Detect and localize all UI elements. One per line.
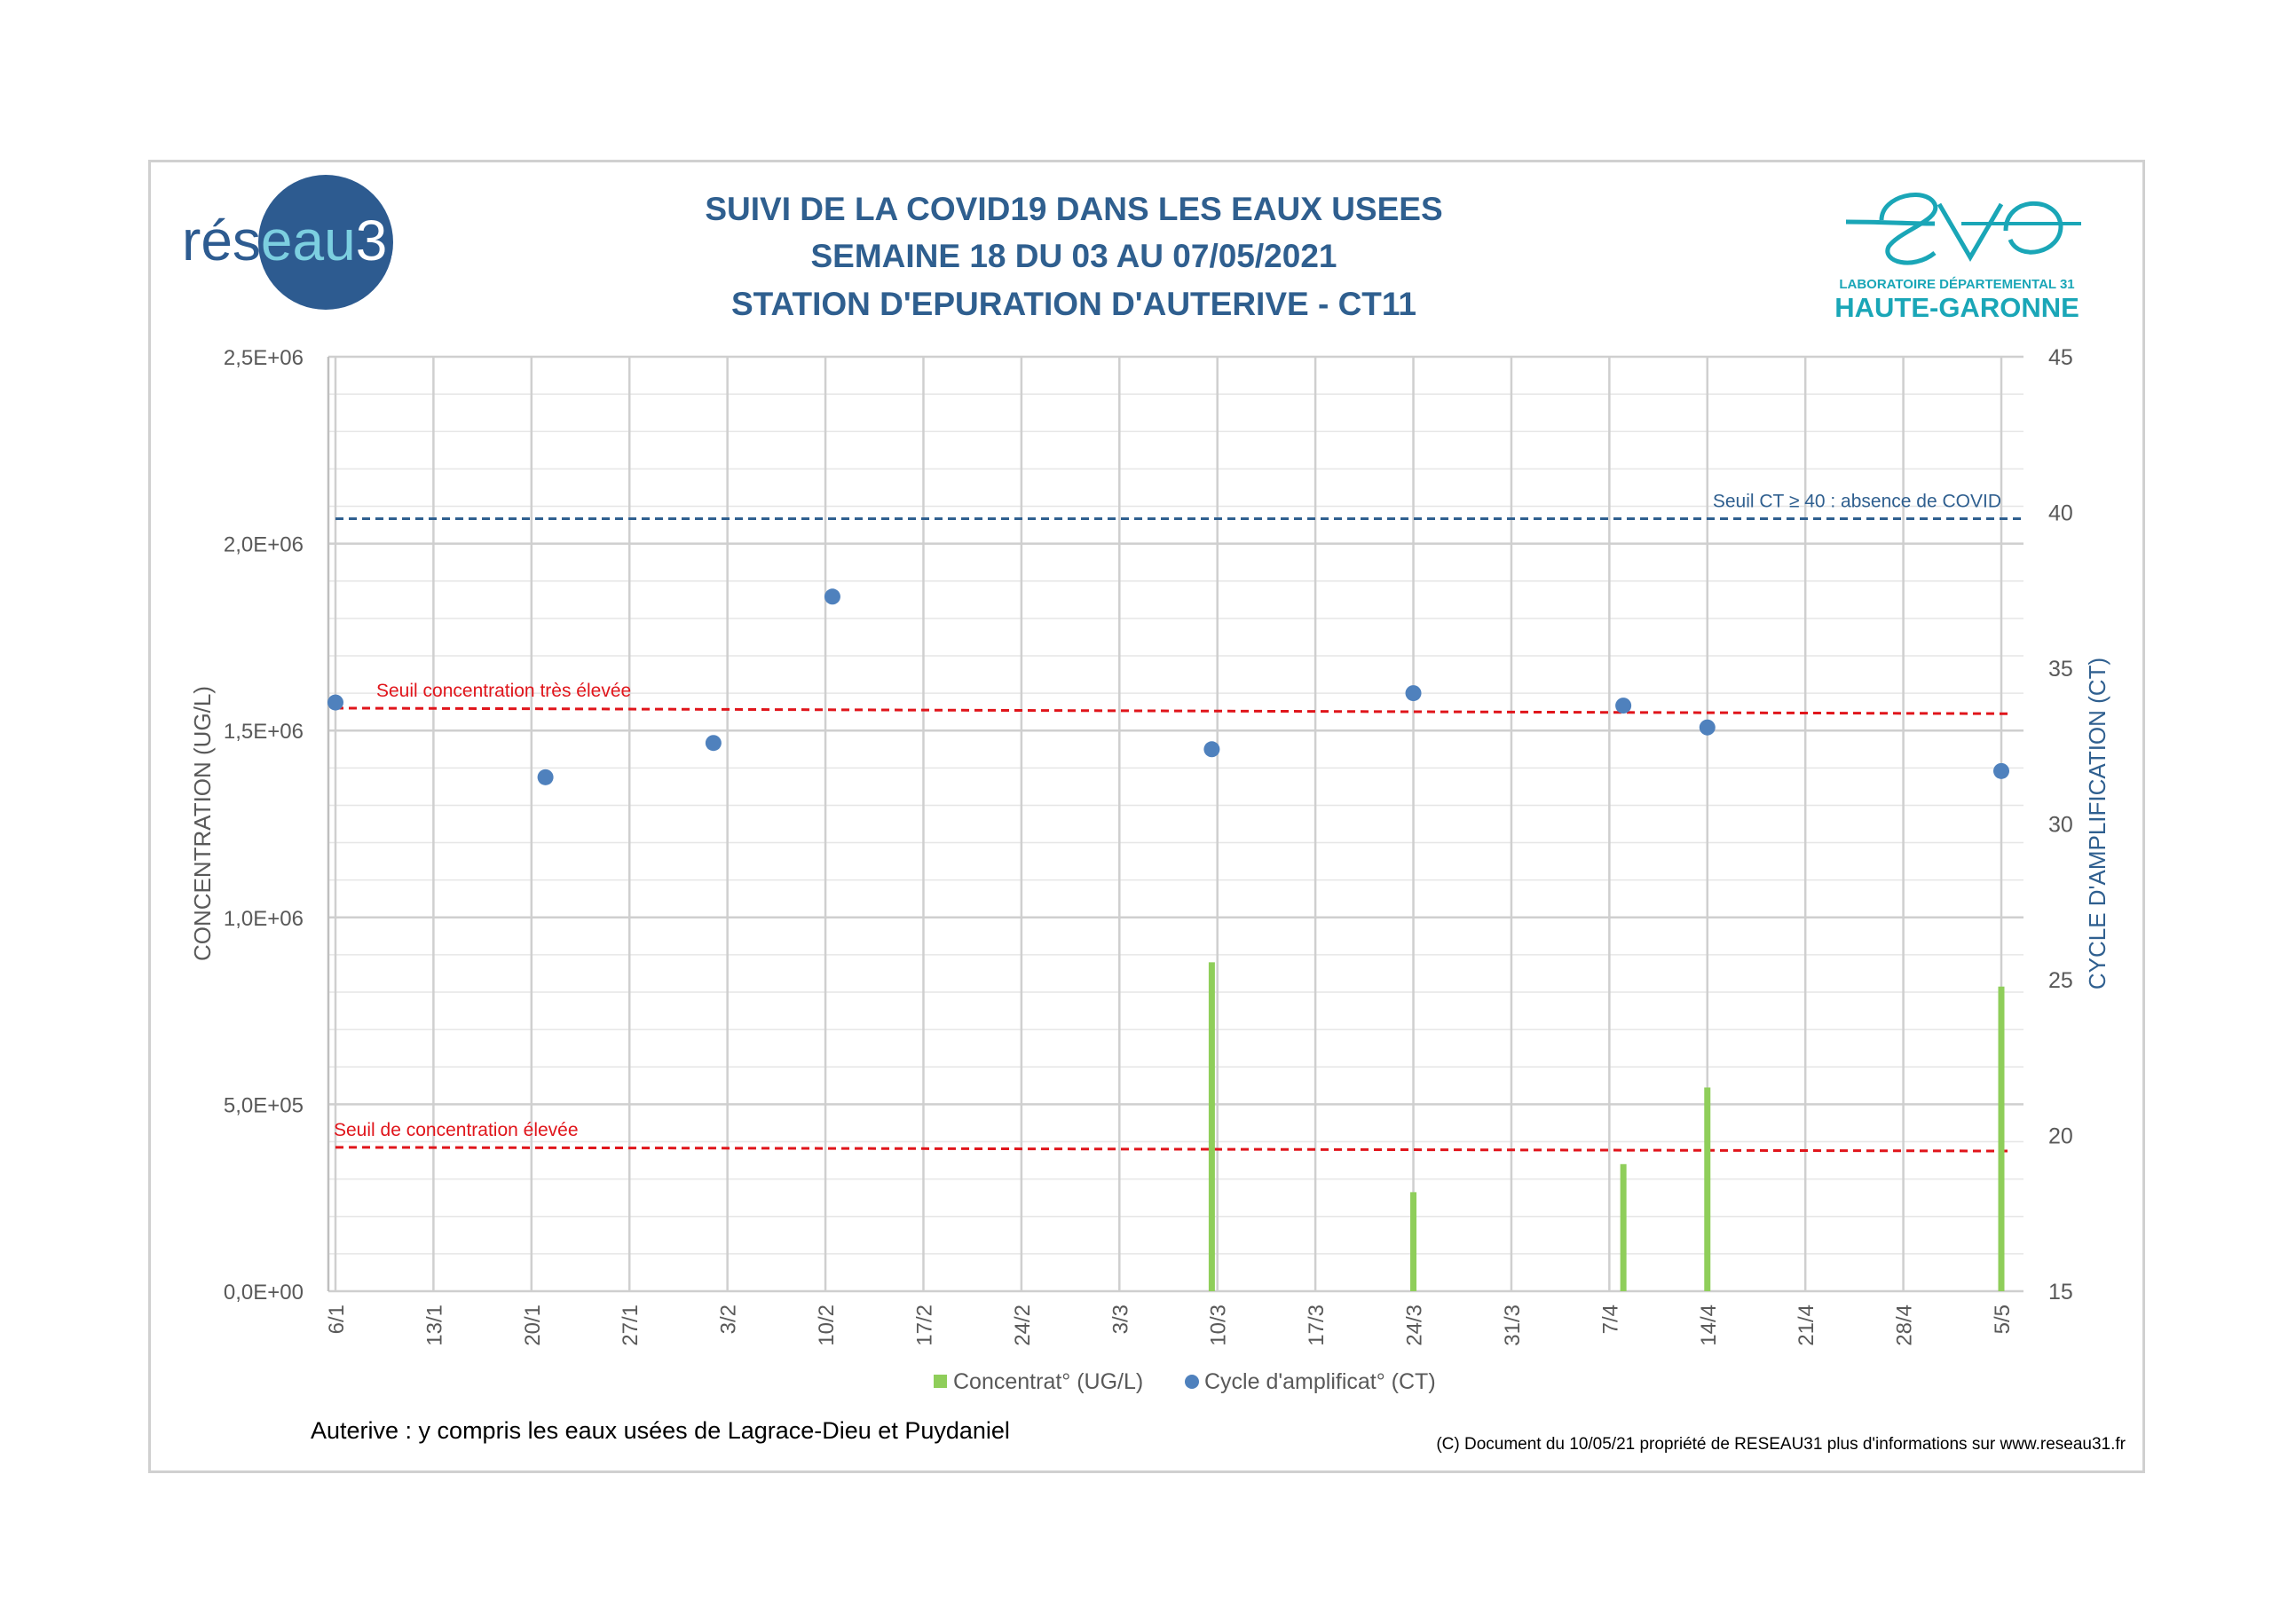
- y-tick-label: 1,0E+06: [224, 907, 304, 931]
- x-tick-label: 3/2: [717, 1305, 741, 1334]
- legend-label-concentration: Concentrat° (UG/L): [953, 1369, 1143, 1394]
- chart-title-line-1: SUIVI DE LA COVID19 DANS LES EAUX USEES: [705, 191, 1443, 227]
- concentration-bar: [1704, 1087, 1711, 1291]
- x-tick-label: 13/1: [422, 1305, 446, 1346]
- ct-point: [824, 588, 840, 605]
- legend-swatch-ct: [1185, 1375, 1199, 1389]
- y2-tick-label: 20: [2048, 1124, 2073, 1149]
- x-tick-label: 3/3: [1108, 1305, 1132, 1334]
- footnote-copyright: (C) Document du 10/05/21 propriété de RE…: [1436, 1435, 2126, 1454]
- y2-tick-label: 40: [2048, 501, 2073, 526]
- x-tick-label: 5/5: [1991, 1305, 2015, 1334]
- concentration-bars: [1208, 962, 2005, 1291]
- svg-text:LABORATOIRE DÉPARTEMENTAL 31: LABORATOIRE DÉPARTEMENTAL 31: [1839, 277, 2074, 292]
- concentration-bar: [1208, 962, 1215, 1291]
- y2-tick-label: 35: [2048, 657, 2073, 682]
- ct-point: [1615, 698, 1632, 714]
- x-tick-label: 28/4: [1893, 1305, 1917, 1346]
- x-tick-label: 31/3: [1501, 1305, 1525, 1346]
- threshold-label: Seuil concentration très élevée: [376, 681, 631, 701]
- y-tick-label: 1,5E+06: [224, 720, 304, 744]
- ct-point: [705, 735, 722, 752]
- reseau31-logo: réseau31: [182, 175, 413, 310]
- ct-point: [537, 769, 554, 785]
- y2-tick-label: 30: [2048, 813, 2073, 838]
- document-frame: [148, 160, 2145, 1473]
- threshold-line: [335, 706, 2011, 715]
- x-tick-label: 17/3: [1305, 1305, 1329, 1346]
- legend-swatch-concentration: [934, 1375, 947, 1388]
- y2-tick-label: 25: [2048, 968, 2073, 993]
- legend-label-ct: Cycle d'amplificat° (CT): [1204, 1369, 1436, 1394]
- threshold-line: [335, 1146, 2011, 1153]
- legend: Concentrat° (UG/L) Cycle d'amplificat° (C…: [934, 1369, 1436, 1394]
- x-tick-label: 20/1: [521, 1305, 545, 1346]
- axes: 0,0E+00 5,0E+05 1,0E+06 1,5E+06 2,0E+06 2,5E+…: [189, 345, 2110, 1346]
- y-tick-label: 5,0E+05: [224, 1093, 304, 1117]
- ct-scatter-points: [327, 588, 2009, 785]
- ct-point: [1405, 685, 1422, 702]
- ct-point: [1699, 719, 1716, 736]
- y-tick-label: 0,0E+00: [224, 1281, 304, 1305]
- concentration-bar: [1410, 1192, 1417, 1291]
- ct-point: [1203, 741, 1220, 758]
- y2-tick-label: 45: [2048, 345, 2073, 370]
- concentration-bar: [1998, 986, 2005, 1291]
- ct-point: [1993, 762, 2009, 779]
- x-tick-label: 27/1: [619, 1305, 643, 1346]
- threshold-label: Seuil de concentration élevée: [334, 1120, 579, 1140]
- y2-axis-title: CYCLE D'AMPLIFICATION (CT): [2084, 658, 2110, 989]
- x-tick-label: 14/4: [1697, 1305, 1721, 1346]
- threshold-label: Seuil CT ≥ 40 : absence de COVID: [1713, 492, 2001, 512]
- concentration-bar: [1620, 1163, 1627, 1291]
- chart-title-line-2: SEMAINE 18 DU 03 AU 07/05/2021: [810, 238, 1337, 274]
- chart-title-line-3: STATION D'EPURATION D'AUTERIVE - CT11: [730, 286, 1417, 322]
- x-tick-label: 10/3: [1207, 1305, 1231, 1346]
- y-tick-label: 2,5E+06: [224, 346, 304, 370]
- svg-text:HAUTE-GARONNE: HAUTE-GARONNE: [1834, 292, 2079, 323]
- x-tick-label: 24/3: [1403, 1305, 1427, 1346]
- svg-text:réseau31: réseau31: [182, 209, 413, 272]
- eva-laboratoire-logo: LABORATOIRE DÉPARTEMENTAL 31 HAUTE-GARON…: [1834, 193, 2081, 323]
- ct-point: [327, 694, 343, 711]
- x-tick-label: 24/2: [1011, 1305, 1035, 1346]
- y2-tick-label: 15: [2048, 1280, 2073, 1305]
- y-axis-title: CONCENTRATION (UG/L): [189, 686, 216, 961]
- footnote-auterive: Auterive : y compris les eaux usées de L…: [311, 1417, 1010, 1444]
- threshold-lines: Seuil CT ≥ 40 : absence de COVID Seuil co…: [334, 492, 2024, 1153]
- x-tick-label: 6/1: [325, 1305, 349, 1334]
- x-tick-label: 17/2: [912, 1305, 936, 1346]
- x-tick-label: 10/2: [815, 1305, 839, 1346]
- x-tick-label: 7/4: [1598, 1305, 1622, 1334]
- x-tick-label: 21/4: [1795, 1305, 1818, 1346]
- y-tick-label: 2,0E+06: [224, 533, 304, 557]
